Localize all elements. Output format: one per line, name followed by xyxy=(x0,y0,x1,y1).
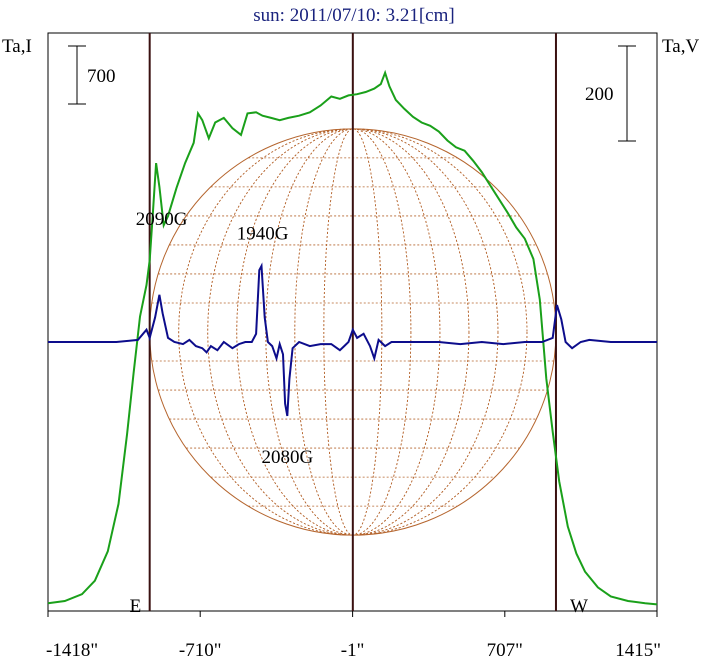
x-tick-label: -1418" xyxy=(46,640,98,661)
x-tick-label: 707" xyxy=(487,640,523,661)
chart-title: sun: 2011/07/10: 3.21[cm] xyxy=(253,5,454,26)
annotations: 2090G 1940G 2080G xyxy=(136,209,314,468)
limb-label-e: E xyxy=(130,596,142,617)
limb-label-w: W xyxy=(570,596,588,617)
scale-bars: 700 200 xyxy=(68,45,636,142)
x-tick-label: -710" xyxy=(179,640,222,661)
series-group xyxy=(47,69,658,606)
polarization-series-line xyxy=(48,262,657,417)
field-annotation: 2090G xyxy=(136,209,188,230)
x-tick-label: -1" xyxy=(341,640,365,661)
field-annotation: 1940G xyxy=(237,223,289,244)
right-axis-label: Ta,V xyxy=(662,36,699,57)
x-axis-ticks: -1418" -710" -1" 707" 1415" xyxy=(46,611,661,661)
left-axis-label: Ta,I xyxy=(2,36,32,57)
intensity-series-line xyxy=(47,69,658,606)
x-tick-label: 1415" xyxy=(615,640,661,661)
field-annotation: 2080G xyxy=(261,447,313,468)
right-scale-bar-label: 200 xyxy=(585,84,614,105)
left-scale-bar-label: 700 xyxy=(87,66,116,87)
